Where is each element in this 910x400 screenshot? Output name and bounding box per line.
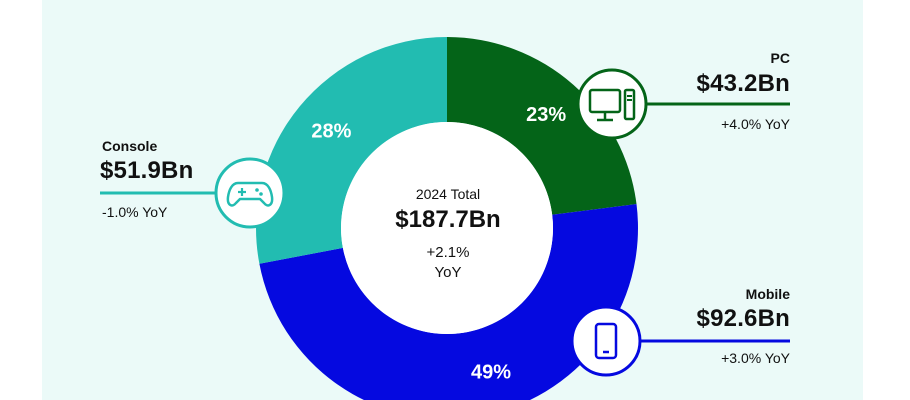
center-total-value: $187.7Bn xyxy=(395,206,501,233)
pc-value: $43.2Bn xyxy=(696,70,790,97)
slice-mobile xyxy=(259,204,638,400)
pct-label-mobile: 49% xyxy=(471,361,511,383)
pct-label-pc: 23% xyxy=(526,104,566,126)
pc-label: PC xyxy=(770,50,790,66)
pc-yoy: +4.0% YoY xyxy=(721,116,790,132)
desktop-computer-icon xyxy=(576,68,648,140)
slice-console xyxy=(256,37,447,264)
center-total-yoy-value: +2.1% xyxy=(426,244,470,261)
console-value: $51.9Bn xyxy=(100,157,194,184)
donut-hole xyxy=(341,122,553,334)
mobile-label: Mobile xyxy=(745,286,790,302)
console-label: Console xyxy=(102,138,158,154)
pct-label-console: 28% xyxy=(311,121,351,143)
center-total-yoy-unit: YoY xyxy=(434,264,462,281)
donut-slices xyxy=(256,37,638,400)
slice-pc xyxy=(447,37,637,215)
center-total-label: 2024 Total xyxy=(415,186,481,202)
mobile-value: $92.6Bn xyxy=(696,305,790,332)
console-yoy: -1.0% YoY xyxy=(102,204,168,220)
smartphone-icon xyxy=(570,305,642,377)
gamepad-icon xyxy=(214,157,286,229)
mobile-yoy: +3.0% YoY xyxy=(721,350,790,366)
